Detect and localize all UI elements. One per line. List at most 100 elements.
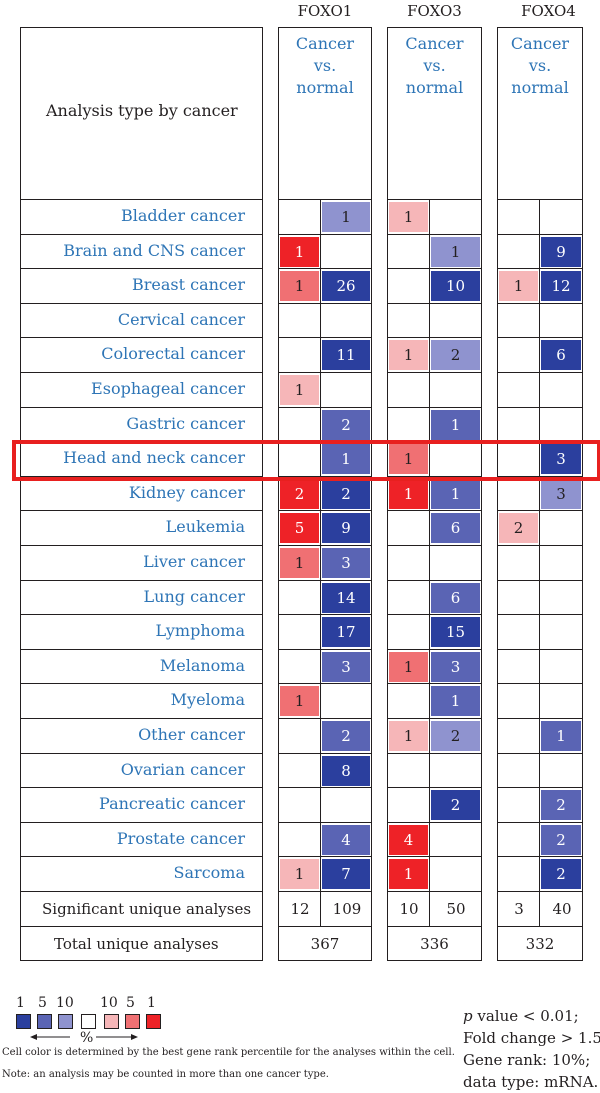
legend-arrow-right-head <box>131 1034 138 1040</box>
row-divider-left-17 <box>20 787 263 788</box>
row-divider-foxo3-10 <box>387 545 482 546</box>
highlight-head-and-neck-row <box>12 440 600 481</box>
row-divider-foxo4-4 <box>497 337 583 338</box>
foxo1-down-cell: 17 <box>322 617 370 647</box>
row-divider-foxo4-0 <box>497 199 583 200</box>
row-divider-foxo1-19 <box>278 856 372 857</box>
cancer-row-label: Sarcoma <box>173 863 245 882</box>
gene-foxo4-header: FOXO4 <box>521 2 576 20</box>
row-divider-left-5 <box>20 372 263 373</box>
foxo3-down-cell: 15 <box>431 617 480 647</box>
legend-swatch <box>58 1014 73 1029</box>
total-analyses-label: Total unique analyses <box>54 935 219 953</box>
row-divider-left-4 <box>20 337 263 338</box>
legend-swatch <box>146 1014 161 1029</box>
foxo3-subheader-line3: normal <box>405 78 464 97</box>
foxo4-down-cell: 3 <box>541 444 581 474</box>
legend-arrows <box>30 1034 138 1040</box>
foxo1-subheader-line2: vs. <box>313 56 337 75</box>
foxo3-down-cell: 3 <box>431 652 480 682</box>
row-divider-left-14 <box>20 683 263 684</box>
foxo3-down-cell: 1 <box>431 410 480 440</box>
row-divider-foxo1-20 <box>278 891 372 892</box>
foxo1-down-cell: 7 <box>322 859 370 889</box>
foxo4-down-cell: 1 <box>541 721 581 751</box>
foxo1-up-cell: 1 <box>280 237 319 267</box>
row-divider-foxo4-18 <box>497 822 583 823</box>
row-divider-foxo4-2 <box>497 268 583 269</box>
foxo1-down-cell: 1 <box>322 202 370 232</box>
row-divider-foxo4-13 <box>497 649 583 650</box>
row-divider-foxo4-16 <box>497 753 583 754</box>
row-divider-foxo1-2 <box>278 268 372 269</box>
row-divider-foxo3-21 <box>387 926 482 927</box>
row-divider-foxo4-21 <box>497 926 583 927</box>
row-divider-foxo4-15 <box>497 718 583 719</box>
row-divider-foxo4-6 <box>497 407 583 408</box>
row-divider-foxo3-0 <box>387 199 482 200</box>
row-divider-foxo4-19 <box>497 856 583 857</box>
cancer-row-label: Prostate cancer <box>116 829 245 848</box>
criteria-pvalue: p value < 0.01; <box>463 1005 579 1027</box>
foxo3-subheader: Cancer vs. normal <box>387 33 482 99</box>
foxo3-down-cell: 6 <box>431 513 480 543</box>
row-divider-foxo4-11 <box>497 580 583 581</box>
row-divider-foxo3-8 <box>387 476 482 477</box>
foxo3-mid-divider <box>429 199 430 926</box>
foxo1-significant-up: 12 <box>290 900 310 918</box>
cancer-row-label: Kidney cancer <box>128 483 245 502</box>
foxo3-significant-down: 50 <box>446 900 466 918</box>
foxo4-down-cell: 6 <box>541 340 581 370</box>
cancer-row-label: Other cancer <box>138 725 245 744</box>
foxo3-down-cell: 2 <box>431 340 480 370</box>
row-divider-foxo3-14 <box>387 683 482 684</box>
row-divider-foxo1-5 <box>278 372 372 373</box>
row-divider-left-13 <box>20 649 263 650</box>
foxo3-up-cell: 1 <box>389 652 428 682</box>
foxo1-down-cell: 2 <box>322 479 370 509</box>
row-divider-foxo1-16 <box>278 753 372 754</box>
foxo1-down-cell: 11 <box>322 340 370 370</box>
foxo3-up-cell: 4 <box>389 825 428 855</box>
foxo4-subheader-line3: normal <box>511 78 569 97</box>
row-divider-left-19 <box>20 856 263 857</box>
foxo3-up-cell: 1 <box>389 202 428 232</box>
analysis-type-label: Analysis type by cancer <box>46 101 238 120</box>
criteria-gene-rank: Gene rank: 10%; <box>463 1051 591 1069</box>
legend-swatch <box>81 1014 96 1029</box>
row-divider-foxo3-3 <box>387 303 482 304</box>
gene-foxo1-header: FOXO1 <box>297 2 353 20</box>
row-divider-foxo3-18 <box>387 822 482 823</box>
row-divider-foxo3-11 <box>387 580 482 581</box>
row-divider-left-9 <box>20 510 263 511</box>
foxo1-up-cell: 1 <box>280 271 319 301</box>
row-divider-foxo1-14 <box>278 683 372 684</box>
row-divider-foxo4-9 <box>497 510 583 511</box>
foxo1-subheader-line1: Cancer <box>295 34 355 53</box>
cancer-row-label: Colorectal cancer <box>101 344 245 363</box>
row-divider-foxo4-5 <box>497 372 583 373</box>
foxo1-subheader: Cancer vs. normal <box>278 33 372 99</box>
row-divider-left-20 <box>20 891 263 892</box>
cancer-row-label: Myeloma <box>170 690 245 709</box>
foxo4-down-cell: 3 <box>541 479 581 509</box>
row-divider-foxo1-10 <box>278 545 372 546</box>
foxo1-up-cell: 1 <box>280 859 319 889</box>
legend-num-2: 5 <box>38 995 47 1011</box>
foxo1-down-cell: 3 <box>322 652 370 682</box>
row-divider-foxo3-13 <box>387 649 482 650</box>
row-divider-foxo3-15 <box>387 718 482 719</box>
cancer-row-label: Pancreatic cancer <box>99 794 245 813</box>
foxo1-column-box <box>278 27 372 961</box>
row-divider-foxo1-9 <box>278 510 372 511</box>
row-divider-foxo4-10 <box>497 545 583 546</box>
foxo4-subheader-line1: Cancer <box>510 34 570 53</box>
foxo1-significant-down: 109 <box>332 900 362 918</box>
cancer-row-label: Ovarian cancer <box>120 760 245 779</box>
gene-foxo3-header: FOXO3 <box>407 2 462 20</box>
cancer-row-label: Lymphoma <box>155 621 245 640</box>
foxo4-significant-up: 3 <box>514 900 524 918</box>
cancer-row-label: Bladder cancer <box>121 206 245 225</box>
foxo3-down-cell: 2 <box>431 721 480 751</box>
